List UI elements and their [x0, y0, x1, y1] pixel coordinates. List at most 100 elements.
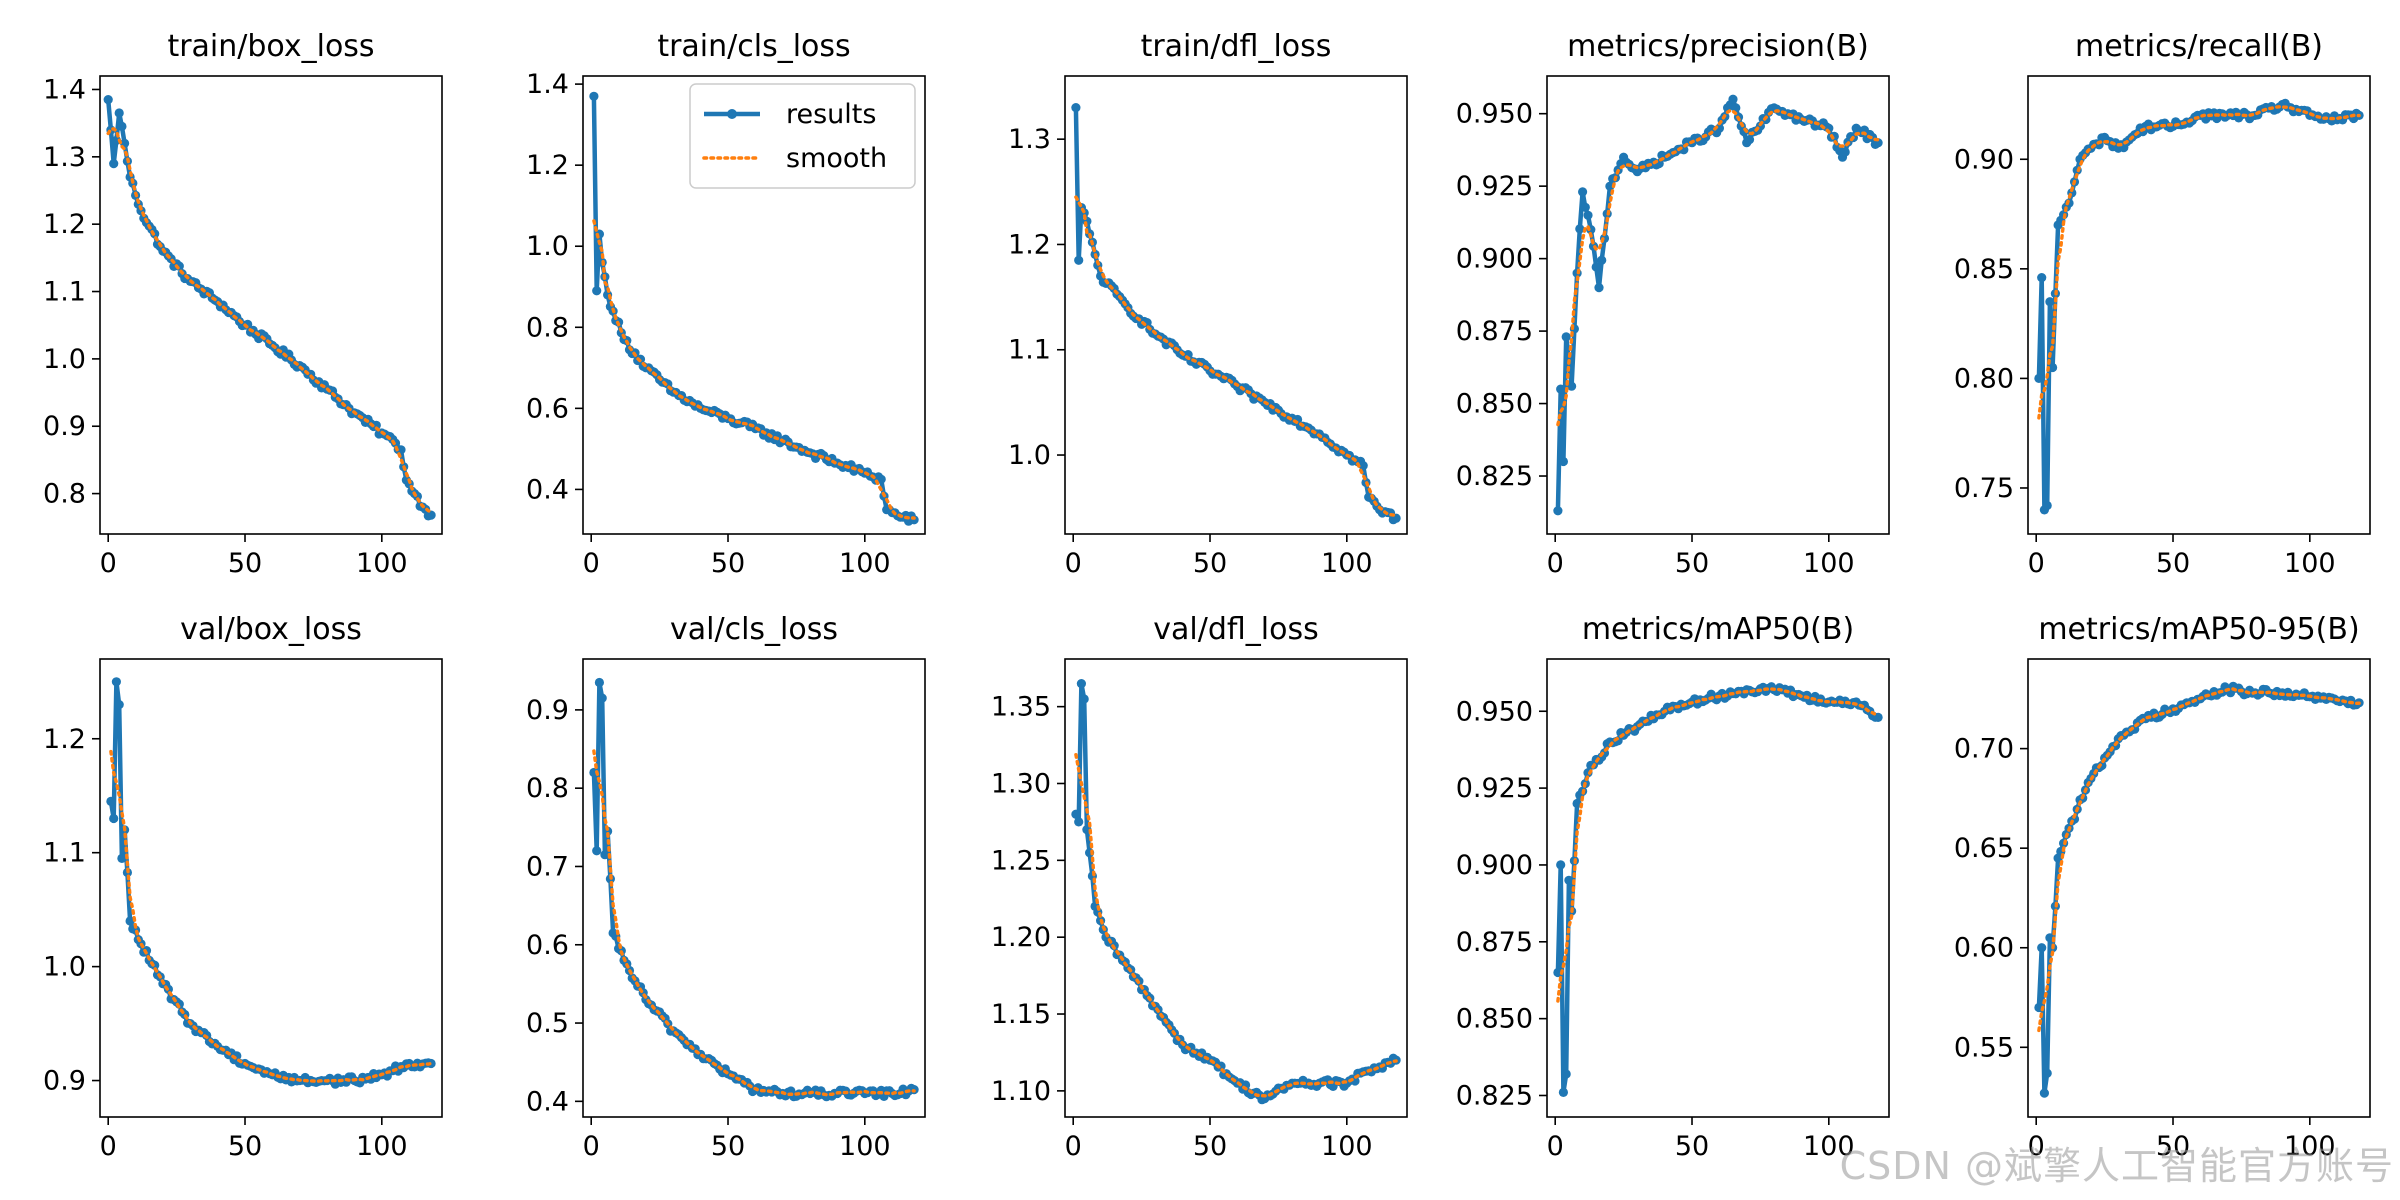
- y-tick-label: 0.75: [1954, 473, 2014, 504]
- results-point: [600, 850, 610, 860]
- results-point: [1728, 94, 1738, 104]
- results-point: [1074, 255, 1084, 265]
- results-point: [1558, 456, 1568, 467]
- x-tick-label: 100: [1321, 1131, 1373, 1162]
- results-point: [1553, 967, 1563, 978]
- x-tick-label: 100: [839, 548, 891, 579]
- x-tick-label: 100: [356, 548, 408, 579]
- results-line: [591, 680, 915, 1099]
- y-tick-label: 0.875: [1456, 316, 1533, 347]
- results-point: [371, 420, 381, 430]
- smooth-line: [1556, 108, 1880, 427]
- y-tick-label: 1.3: [43, 142, 86, 173]
- y-tick-label: 0.925: [1456, 773, 1533, 804]
- y-tick-label: 0.7: [526, 851, 569, 882]
- y-tick-label: 0.80: [1954, 363, 2014, 394]
- y-tick-label: 0.850: [1456, 1004, 1533, 1035]
- results-point: [109, 813, 119, 824]
- smooth-line: [106, 126, 433, 514]
- results-series: [1071, 103, 1401, 525]
- x-tick-label: 50: [228, 1131, 262, 1162]
- subplot-2: train/dfl_loss 0 50 100 1.0 1.1 1.2 1.3: [1008, 29, 1408, 579]
- subplot-5: val/box_loss 0 50 100 0.9 1.0 1.1 1.2: [43, 612, 443, 1162]
- y-tick-label: 1.4: [43, 74, 86, 105]
- y-tick-label: 0.65: [1954, 833, 2014, 864]
- x-tick-label: 0: [1547, 1131, 1564, 1162]
- results-point: [117, 853, 127, 864]
- x-tick-label: 50: [711, 548, 745, 579]
- smooth-line: [592, 219, 916, 520]
- smooth-line: [109, 749, 433, 1084]
- x-tick-label: 0: [1065, 548, 1082, 579]
- results-line: [105, 99, 432, 519]
- subplot-6: val/cls_loss 0 50 100 0.4 0.5 0.6 0.7 0.8 0.9: [526, 612, 926, 1162]
- results-point: [1079, 694, 1089, 704]
- smooth-line: [1556, 687, 1880, 1003]
- smooth-line: [1074, 753, 1398, 1098]
- y-tick-label: 0.9: [43, 411, 86, 442]
- results-point: [594, 677, 605, 688]
- smooth-line: [2037, 687, 2361, 1033]
- subplot-8: metrics/mAP50(B) 0 50 100 0.825 0.850 0.875 0.9…: [1456, 612, 1890, 1162]
- y-tick-label: 0.55: [1954, 1032, 2014, 1063]
- y-tick-label: 1.3: [1008, 124, 1051, 155]
- x-tick-label: 0: [583, 1131, 600, 1162]
- subplot-7: val/dfl_loss 0 50 100 1.10 1.15 1.20 1.25 1.30 1.…: [991, 612, 1408, 1162]
- axes-frame: [1546, 658, 1890, 1118]
- subplot-title: metrics/mAP50(B): [1582, 612, 1854, 647]
- results-point: [1556, 860, 1566, 870]
- results-point: [117, 121, 127, 131]
- axes-frame: [1064, 658, 1408, 1118]
- y-tick-label: 0.900: [1456, 850, 1533, 881]
- results-point: [2039, 1088, 2049, 1098]
- results-point: [2037, 273, 2047, 283]
- y-tick-label: 1.10: [991, 1076, 1051, 1107]
- results-point: [1572, 798, 1582, 809]
- results-line: [1073, 681, 1398, 1102]
- results-series: [1071, 679, 1401, 1105]
- x-tick-label: 100: [2284, 548, 2336, 579]
- y-tick-label: 1.2: [1008, 229, 1051, 260]
- x-tick-label: 0: [100, 548, 117, 579]
- results-point: [1561, 1069, 1571, 1079]
- y-tick-label: 1.0: [526, 231, 569, 262]
- results-point: [103, 95, 113, 105]
- results-point: [1578, 187, 1588, 197]
- axes-frame: [582, 658, 926, 1118]
- results-point: [1840, 147, 1850, 157]
- results-point: [597, 693, 607, 703]
- subplot-title: val/dfl_loss: [1153, 612, 1318, 647]
- axes-frame: [99, 658, 443, 1118]
- y-tick-label: 0.70: [1954, 734, 2014, 765]
- subplot-title: train/dfl_loss: [1141, 29, 1332, 64]
- results-series: [2034, 98, 2364, 515]
- subplot-3: metrics/precision(B) 0 50 100 0.825 0.850 0.87…: [1456, 29, 1890, 579]
- watermark: CSDN @斌擎人工智能官方账号: [1839, 1144, 2394, 1188]
- y-tick-label: 0.4: [526, 1086, 569, 1117]
- results-point: [2034, 373, 2044, 383]
- results-point: [2037, 943, 2047, 953]
- results-point: [1597, 255, 1607, 265]
- results-point: [592, 286, 602, 296]
- y-tick-label: 0.825: [1456, 1080, 1533, 1111]
- results-series: [1553, 94, 1883, 516]
- axes-frame: [2027, 75, 2371, 535]
- x-tick-label: 100: [2284, 1131, 2336, 1162]
- y-tick-label: 0.925: [1456, 171, 1533, 202]
- results-point: [1553, 506, 1563, 516]
- x-tick-label: 50: [228, 548, 262, 579]
- x-tick-label: 100: [356, 1131, 408, 1162]
- results-point: [592, 846, 602, 856]
- y-tick-label: 0.5: [526, 1008, 569, 1039]
- x-tick-label: 100: [1321, 548, 1373, 579]
- results-point: [114, 108, 124, 118]
- y-tick-label: 1.0: [43, 952, 86, 983]
- results-point: [1561, 332, 1571, 342]
- subplot-title: metrics/recall(B): [2075, 29, 2323, 64]
- x-tick-label: 50: [1193, 1131, 1227, 1162]
- x-tick-label: 50: [1675, 548, 1709, 579]
- x-tick-label: 0: [100, 1131, 117, 1162]
- y-tick-label: 0.60: [1954, 933, 2014, 964]
- results-point: [1594, 283, 1604, 293]
- subplot-title: val/cls_loss: [670, 612, 838, 647]
